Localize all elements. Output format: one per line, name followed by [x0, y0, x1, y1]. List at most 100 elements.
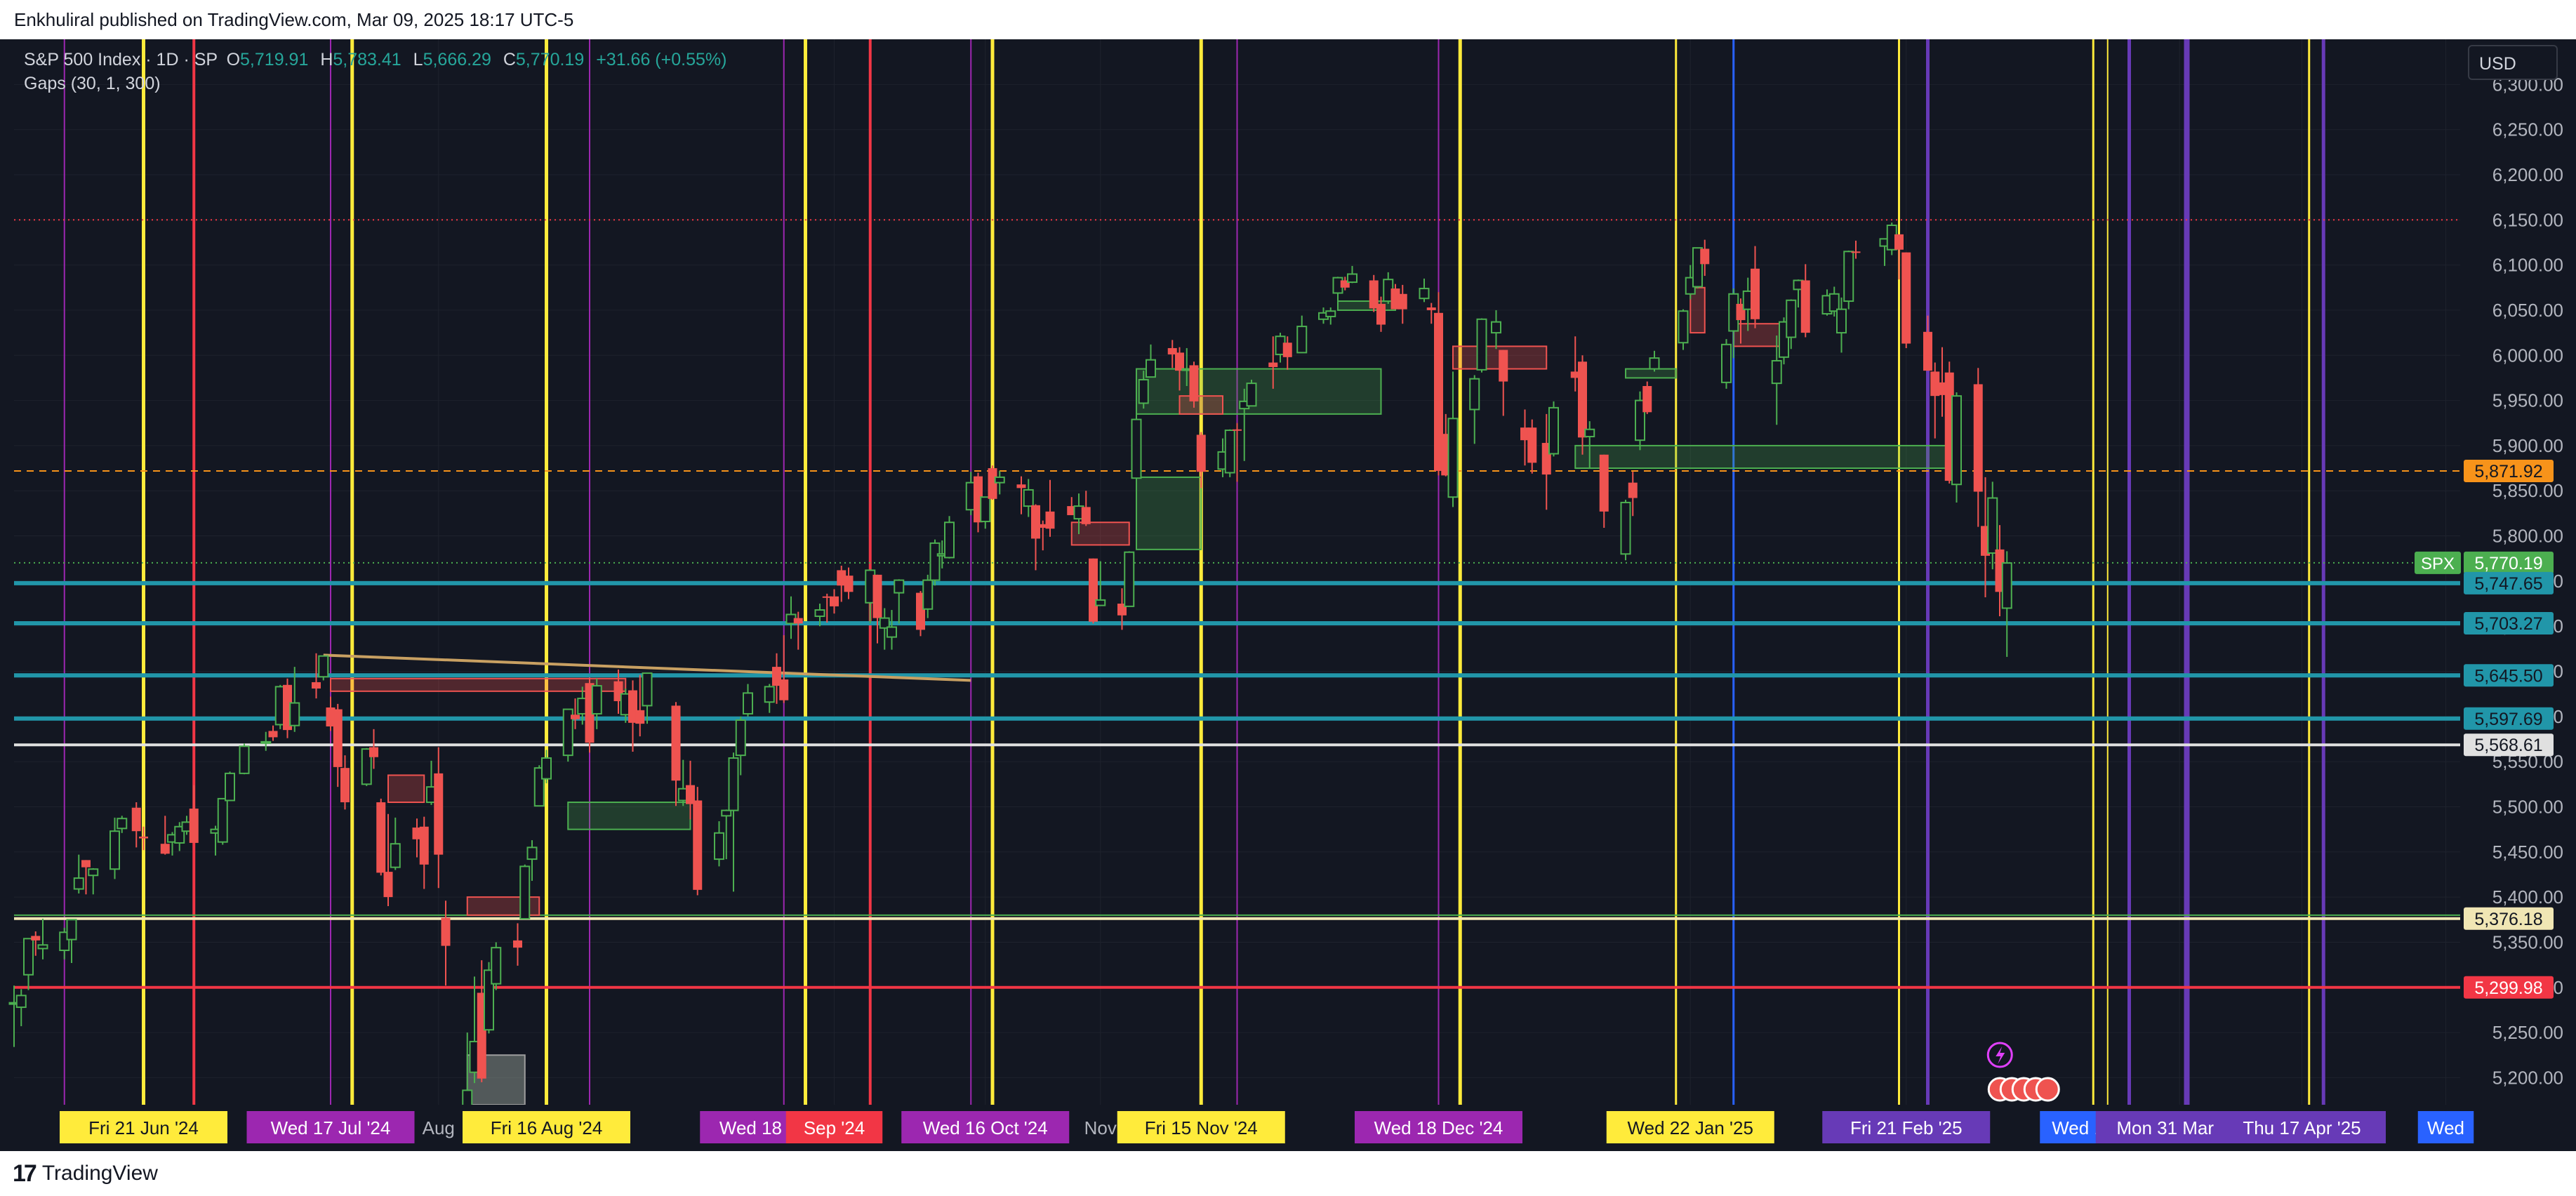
candle[interactable]	[1325, 310, 1336, 317]
candle[interactable]	[1124, 551, 1135, 607]
candle[interactable]	[1419, 288, 1430, 300]
candle[interactable]	[491, 947, 502, 985]
price-chart[interactable]: 5,200.005,250.005,300.005,350.005,400.00…	[0, 39, 2576, 1151]
candle[interactable]	[635, 710, 645, 724]
candle[interactable]	[1282, 343, 1292, 357]
trendline[interactable]	[323, 653, 971, 682]
candle[interactable]	[326, 707, 336, 726]
candle[interactable]	[1599, 454, 1609, 512]
candle[interactable]	[31, 936, 41, 941]
candle[interactable]	[117, 818, 128, 830]
candle[interactable]	[988, 468, 997, 499]
candle[interactable]	[1031, 505, 1040, 539]
candle[interactable]	[81, 860, 91, 868]
candle[interactable]	[779, 679, 789, 700]
candle[interactable]	[1692, 247, 1703, 288]
candle[interactable]	[1296, 326, 1308, 354]
candle[interactable]	[1045, 511, 1055, 529]
candle[interactable]	[441, 917, 451, 946]
candle[interactable]	[1635, 399, 1645, 441]
candle[interactable]	[922, 579, 934, 610]
candle[interactable]	[131, 807, 141, 832]
candle[interactable]	[1233, 429, 1242, 431]
candle[interactable]	[519, 865, 531, 919]
candle[interactable]	[66, 919, 77, 941]
candle[interactable]	[1347, 273, 1357, 284]
candle[interactable]	[1548, 406, 1559, 455]
candle[interactable]	[1721, 343, 1732, 383]
candle[interactable]	[1973, 384, 1983, 492]
candle[interactable]	[1951, 395, 1962, 486]
candle[interactable]	[1196, 434, 1206, 472]
candle[interactable]	[526, 846, 538, 861]
candle[interactable]	[671, 705, 681, 781]
candle[interactable]	[1167, 347, 1177, 354]
candle[interactable]	[714, 832, 724, 861]
candle[interactable]	[837, 570, 847, 586]
candle[interactable]	[484, 969, 494, 1031]
candle[interactable]	[1189, 365, 1199, 401]
candle[interactable]	[1987, 497, 1998, 554]
candle[interactable]	[225, 772, 235, 802]
candle[interactable]	[160, 844, 170, 854]
candle[interactable]	[189, 809, 199, 843]
candle[interactable]	[562, 708, 573, 757]
candle[interactable]	[88, 868, 99, 877]
candle[interactable]	[1843, 251, 1854, 303]
candle[interactable]	[879, 617, 890, 629]
candle[interactable]	[822, 596, 832, 598]
candle[interactable]	[541, 757, 552, 780]
candle[interactable]	[260, 740, 272, 744]
candle[interactable]	[793, 618, 803, 624]
candle[interactable]	[721, 809, 732, 817]
candle[interactable]	[1570, 371, 1580, 378]
candle[interactable]	[628, 690, 637, 723]
candle[interactable]	[23, 938, 34, 976]
candle[interactable]	[318, 655, 329, 678]
candle[interactable]	[735, 719, 746, 757]
candle[interactable]	[872, 574, 882, 618]
candle[interactable]	[383, 872, 393, 898]
candle[interactable]	[1584, 428, 1595, 438]
candle[interactable]	[728, 757, 739, 811]
candle[interactable]	[1138, 378, 1149, 404]
candle[interactable]	[1095, 599, 1106, 606]
candle[interactable]	[830, 596, 839, 606]
candle[interactable]	[1081, 507, 1091, 524]
candle[interactable]	[591, 685, 602, 715]
candle[interactable]	[1340, 280, 1350, 288]
candle[interactable]	[1894, 234, 1904, 250]
candle[interactable]	[1520, 427, 1529, 441]
candle[interactable]	[1499, 350, 1508, 382]
candle[interactable]	[814, 609, 825, 618]
candle[interactable]	[693, 800, 703, 890]
candle[interactable]	[1447, 418, 1459, 498]
candle[interactable]	[1397, 293, 1407, 310]
candle[interactable]	[1828, 293, 1840, 312]
candle[interactable]	[369, 747, 378, 757]
candle[interactable]	[513, 940, 522, 948]
candle[interactable]	[419, 826, 429, 865]
candle[interactable]	[994, 476, 1005, 484]
candle[interactable]	[340, 768, 350, 803]
candle[interactable]	[333, 709, 343, 767]
candle[interactable]	[1434, 312, 1443, 471]
candle[interactable]	[1786, 299, 1797, 338]
candle[interactable]	[1700, 248, 1710, 265]
candle[interactable]	[390, 843, 401, 868]
candle[interactable]	[376, 802, 386, 873]
candle[interactable]	[887, 626, 897, 638]
candle[interactable]	[1751, 268, 1760, 319]
candle[interactable]	[1649, 357, 1660, 370]
candle[interactable]	[1376, 303, 1386, 325]
candle[interactable]	[434, 773, 444, 855]
price-axis-bg[interactable]	[2460, 39, 2576, 1151]
candle[interactable]	[764, 686, 775, 703]
candle[interactable]	[1038, 524, 1048, 528]
candle[interactable]	[1476, 318, 1487, 371]
candle[interactable]	[980, 496, 991, 522]
candle[interactable]	[844, 576, 854, 592]
candle[interactable]	[1369, 280, 1379, 309]
candle[interactable]	[1527, 427, 1537, 463]
candle[interactable]	[743, 692, 753, 715]
